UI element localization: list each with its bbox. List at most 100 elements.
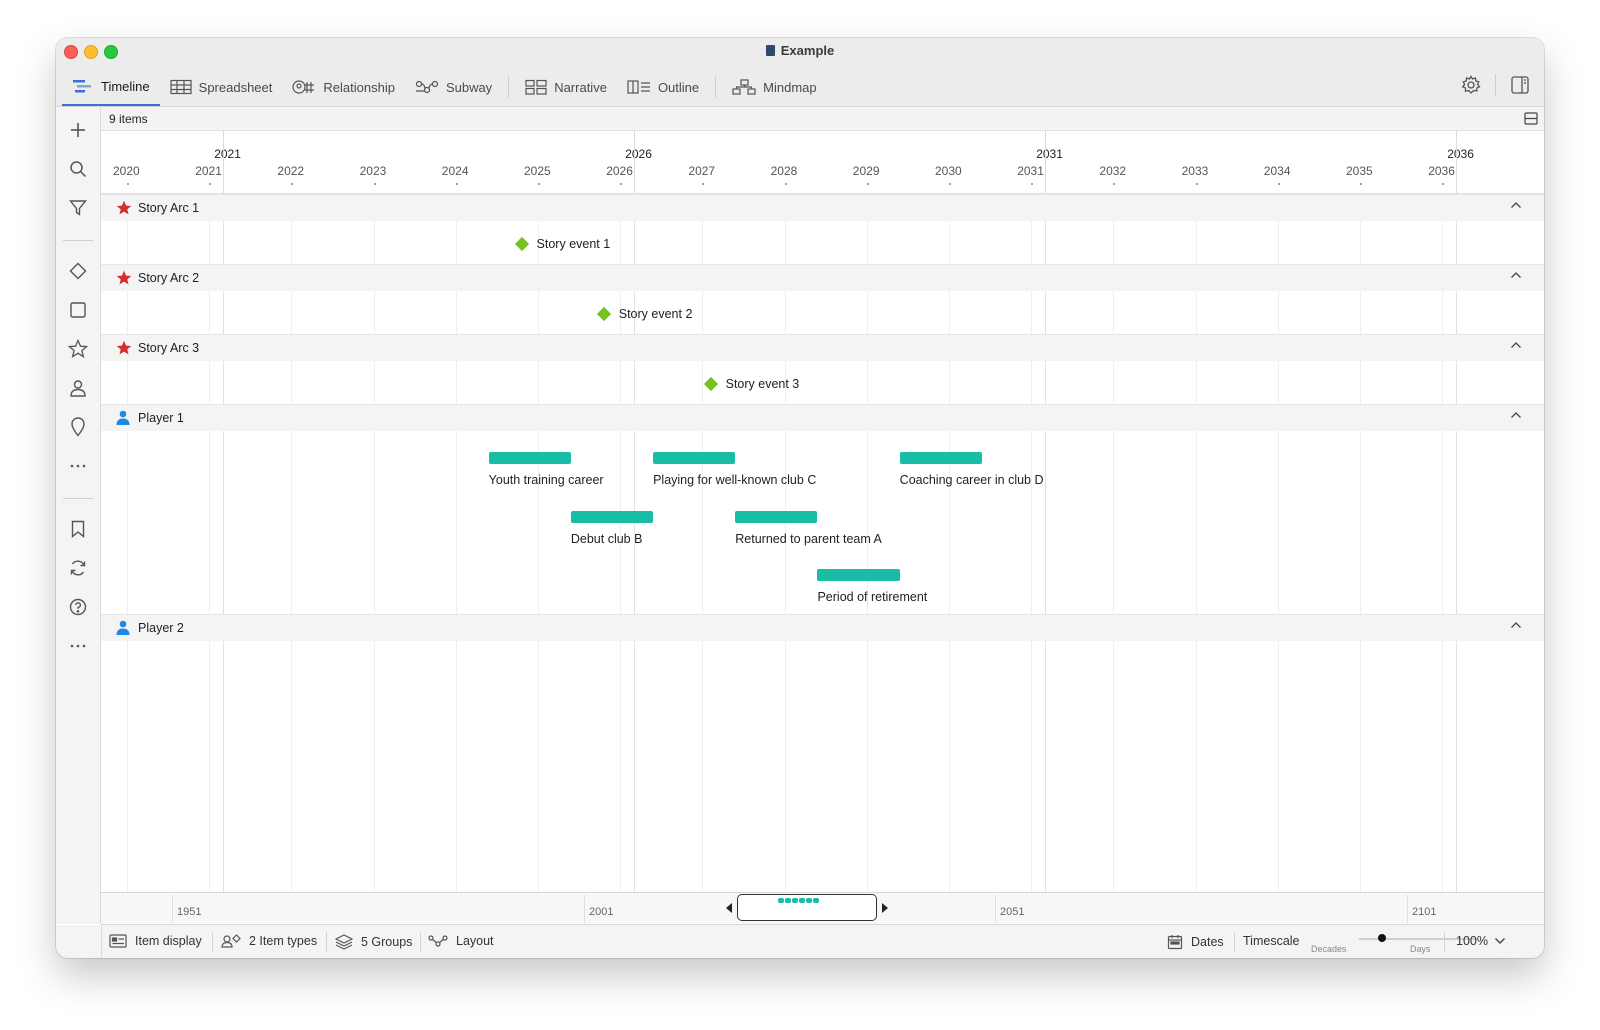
more-horizontal-icon <box>70 464 86 468</box>
status-bar: Item display 2 Item types 5 Groups Layou… <box>56 924 1544 958</box>
narrative-icon <box>525 79 547 95</box>
span-label: Period of retirement <box>817 590 928 604</box>
overview-left-arrow-icon[interactable] <box>726 903 732 913</box>
ruler-major-year-label: 2026 <box>625 147 652 161</box>
overview-items <box>778 898 819 903</box>
tab-timeline[interactable]: Timeline <box>62 68 160 106</box>
chevron-up-icon[interactable] <box>1510 271 1522 279</box>
view-tabs: Timeline Spreadsheet Relationship Subway… <box>62 68 827 106</box>
add-person-button[interactable] <box>67 377 89 399</box>
career-span-bar[interactable] <box>570 511 654 523</box>
overview-strip[interactable]: 1951 2001 2051 2101 <box>101 892 1544 924</box>
inspector-panel-icon[interactable] <box>1510 75 1530 95</box>
career-span-bar[interactable] <box>899 452 982 464</box>
document-icon <box>765 45 775 56</box>
chevron-up-icon[interactable] <box>1510 201 1522 209</box>
group-header[interactable]: Player 2 <box>101 614 1544 641</box>
window-title: Example <box>56 43 1544 58</box>
ruler-major-year-label: 2021 <box>214 147 241 161</box>
search-button[interactable] <box>67 158 89 180</box>
group-header[interactable]: Player 1 <box>101 404 1544 431</box>
zoom-window-button[interactable] <box>104 45 118 59</box>
story-event[interactable]: Story event 3 <box>703 376 799 392</box>
close-window-button[interactable] <box>64 45 78 59</box>
story-event[interactable]: Story event 2 <box>596 306 692 322</box>
person-icon <box>70 380 86 397</box>
more-item-types-button[interactable] <box>67 455 89 477</box>
add-event-button[interactable] <box>67 260 89 282</box>
career-span-bar[interactable] <box>488 452 571 464</box>
tab-mindmap[interactable]: Mindmap <box>722 68 826 106</box>
tab-narrative[interactable]: Narrative <box>515 68 617 106</box>
gear-icon[interactable] <box>1461 75 1481 95</box>
overview-right-arrow-icon[interactable] <box>882 903 888 913</box>
status-separator <box>1444 932 1445 952</box>
tab-subway-label: Subway <box>445 79 493 95</box>
ruler-year-label: 2030 <box>935 164 962 178</box>
story-event[interactable]: Story event 1 <box>514 236 610 252</box>
time-ruler[interactable]: 2020 2021 2022 2023 2024 2025 2026 2027 2028 2029… <box>101 131 1544 194</box>
collapse-all-icon[interactable] <box>1524 112 1538 125</box>
career-span-bar[interactable] <box>817 569 900 581</box>
overview-viewport-handle[interactable] <box>737 894 877 921</box>
group-header[interactable]: Story Arc 3 <box>101 334 1544 361</box>
group-name: Story Arc 1 <box>138 201 200 215</box>
grid-line <box>1442 194 1444 893</box>
item-types-button[interactable]: 2 Item types <box>221 934 317 948</box>
ruler-tick <box>291 183 294 185</box>
ruler-year-label: 2034 <box>1263 164 1291 178</box>
grid-major-line <box>1456 194 1458 893</box>
minimize-window-button[interactable] <box>84 45 98 59</box>
tab-spreadsheet[interactable]: Spreadsheet <box>160 68 283 106</box>
ruler-year-label: 2027 <box>688 164 716 178</box>
ruler-year-label: 2033 <box>1181 164 1209 178</box>
overview-tick <box>584 895 585 923</box>
tab-relationship[interactable]: Relationship <box>282 68 405 106</box>
timescale-slider-handle[interactable] <box>1378 934 1386 942</box>
add-place-button[interactable] <box>67 416 89 438</box>
group-header[interactable]: Story Arc 1 <box>101 194 1544 221</box>
add-item-button[interactable] <box>67 119 89 141</box>
person-icon <box>116 620 130 635</box>
grid-line <box>1195 194 1197 893</box>
item-display-button[interactable]: Item display <box>109 934 202 948</box>
zoom-dropdown[interactable]: 100% <box>1456 934 1506 948</box>
tab-spreadsheet-label: Spreadsheet <box>198 79 273 95</box>
tab-narrative-label: Narrative <box>554 79 607 95</box>
overview-year-label: 2051 <box>1000 906 1025 918</box>
grid-line <box>209 194 211 893</box>
chevron-up-icon[interactable] <box>1510 621 1522 629</box>
more-tools-button[interactable] <box>67 635 89 657</box>
star-icon <box>116 200 132 215</box>
ruler-major-divider <box>634 131 636 193</box>
more-horizontal-icon <box>70 644 86 648</box>
span-label: Returned to parent team A <box>735 532 882 546</box>
ruler-tick <box>1360 183 1362 185</box>
filter-icon <box>69 200 87 216</box>
tab-subway[interactable]: Subway <box>405 68 502 106</box>
diamond-icon <box>69 262 87 280</box>
layout-button[interactable]: Layout <box>428 934 494 948</box>
ruler-tick <box>1277 183 1280 185</box>
tab-outline[interactable]: Outline <box>617 68 709 106</box>
slider-min-label: Decades <box>1311 944 1347 954</box>
dates-button[interactable]: Dates <box>1167 934 1224 950</box>
ruler-year-label: 2029 <box>852 164 880 178</box>
sync-button[interactable] <box>67 557 89 579</box>
add-arc-button[interactable] <box>67 338 89 360</box>
add-span-button[interactable] <box>67 299 89 321</box>
plus-icon <box>71 123 85 137</box>
bookmark-button[interactable] <box>67 518 89 540</box>
chevron-up-icon[interactable] <box>1510 411 1522 419</box>
career-span-bar[interactable] <box>735 511 818 523</box>
filter-button[interactable] <box>67 197 89 219</box>
groups-button[interactable]: 5 Groups <box>335 934 412 950</box>
group-header[interactable]: Story Arc 2 <box>101 264 1544 291</box>
chevron-up-icon[interactable] <box>1510 341 1522 349</box>
star-icon <box>116 340 132 355</box>
timeline-grid[interactable]: Story Arc 1 Story Arc 2 Story Arc 3 Player … <box>101 194 1544 893</box>
help-button[interactable] <box>67 596 89 618</box>
timescale-slider[interactable] <box>1359 938 1477 940</box>
career-span-bar[interactable] <box>653 452 736 464</box>
left-toolbar <box>56 107 101 924</box>
